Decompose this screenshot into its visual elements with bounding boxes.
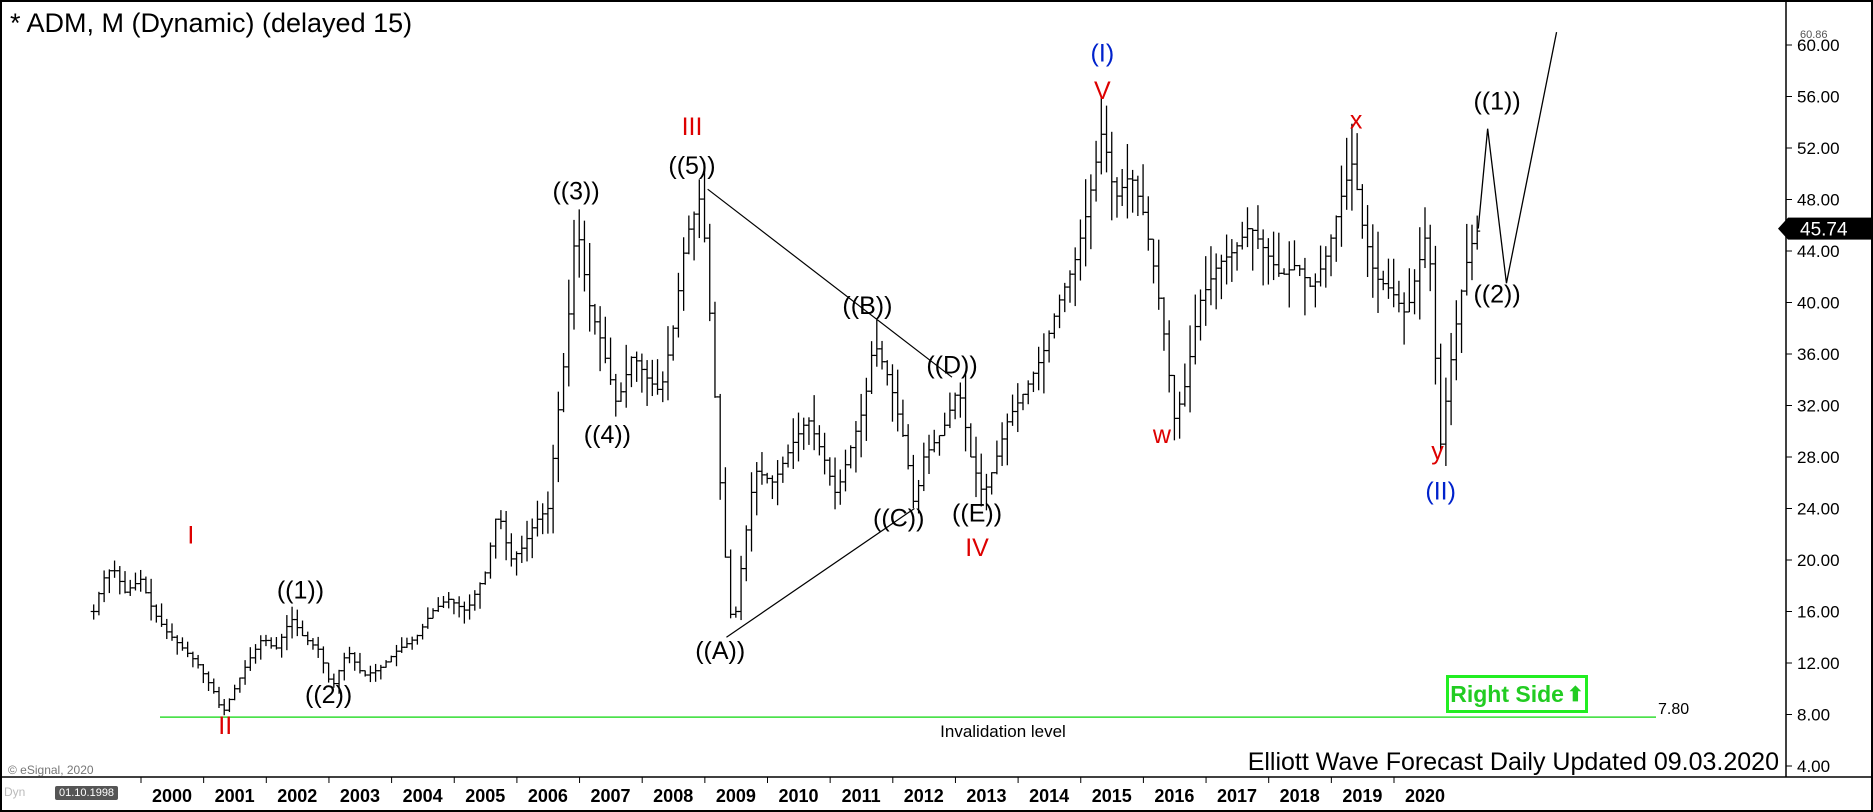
invalidation-text: Invalidation level xyxy=(940,722,1066,741)
forecast-footer: Elliott Wave Forecast Daily Updated 09.0… xyxy=(1247,748,1779,776)
y-tick-label: 48.00 xyxy=(1797,191,1840,210)
wave-label: ((2)) xyxy=(1473,281,1520,309)
wave-lines xyxy=(707,188,953,638)
y-tick-label: 8.00 xyxy=(1797,706,1830,725)
up-arrow-icon: ⬆ xyxy=(1566,683,1584,706)
x-tick-label: 2008 xyxy=(653,786,693,806)
wave-label: ((B)) xyxy=(842,292,892,320)
y-tick-label: 36.00 xyxy=(1797,345,1840,364)
wave-label: (II) xyxy=(1425,477,1456,505)
x-tick-label: 2018 xyxy=(1280,786,1320,806)
wave-connector-line xyxy=(707,188,953,378)
wave-labels: III((1))((2))((3))((4))III((5))((A))((B)… xyxy=(187,40,1520,740)
x-tick-label: 2009 xyxy=(716,786,756,806)
y-tick-label: 12.00 xyxy=(1797,654,1840,673)
current-price-label: 45.74 xyxy=(1800,220,1848,241)
y-tick-label: 32.00 xyxy=(1797,397,1840,416)
x-tick-label: 2016 xyxy=(1154,786,1194,806)
wave-label: ((4)) xyxy=(584,421,631,449)
wave-label: I xyxy=(187,521,194,549)
chart-title: * ADM, M (Dynamic) (delayed 15) xyxy=(10,8,413,38)
top-price-label: 60.86 xyxy=(1800,29,1828,41)
wave-label: ((E)) xyxy=(952,499,1002,527)
wave-label: (I) xyxy=(1091,40,1115,68)
x-tick-label: 2002 xyxy=(277,786,317,806)
wave-connector-line xyxy=(726,508,915,638)
x-tick-label: 2013 xyxy=(966,786,1006,806)
wave-label: ((2)) xyxy=(305,681,352,709)
x-tick-label: 2006 xyxy=(528,786,568,806)
x-tick-label: 2014 xyxy=(1029,786,1069,806)
y-tick-label: 60.00 xyxy=(1797,36,1840,55)
y-tick-label: 52.00 xyxy=(1797,139,1840,158)
x-tick-label: 2001 xyxy=(215,786,255,806)
y-tick-label: 56.00 xyxy=(1797,88,1840,107)
badge-label: Right Side xyxy=(1450,680,1564,707)
x-tick-label: 2005 xyxy=(465,786,505,806)
wave-label: ((A)) xyxy=(695,637,745,665)
y-tick-label: 24.00 xyxy=(1797,500,1840,519)
right-side-badge[interactable]: Right Side ⬆ xyxy=(1446,675,1588,713)
x-tick-label: 2004 xyxy=(403,786,443,806)
x-tick-label: 2015 xyxy=(1092,786,1132,806)
wave-label: II xyxy=(218,712,232,740)
dynamic-label: Dyn xyxy=(4,785,26,799)
x-tick-label: 2000 xyxy=(152,786,192,806)
y-tick-label: 20.00 xyxy=(1797,551,1840,570)
wave-label: ((C)) xyxy=(873,505,924,533)
wave-label: ((1)) xyxy=(1473,87,1520,115)
x-tick-label: 2017 xyxy=(1217,786,1257,806)
x-tick-label: 2012 xyxy=(904,786,944,806)
invalidation-line-group: 7.80 Invalidation level xyxy=(160,701,1689,741)
projection-path xyxy=(1477,31,1558,284)
wave-label: ((3)) xyxy=(552,178,599,206)
x-tick-label: 2007 xyxy=(591,786,631,806)
wave-label: V xyxy=(1094,77,1111,105)
price-bars xyxy=(90,96,1481,716)
current-price-tag xyxy=(1788,217,1872,240)
x-tick-label: 2003 xyxy=(340,786,380,806)
y-tick-label: 44.00 xyxy=(1797,242,1840,261)
wave-label: III xyxy=(682,113,703,141)
wave-label: w xyxy=(1152,421,1172,449)
wave-label: y xyxy=(1431,438,1444,466)
x-tick-label: 2010 xyxy=(778,786,818,806)
cursor-date-box: 01.10.1998 xyxy=(55,786,119,800)
projection-line xyxy=(1477,31,1558,284)
current-price-pointer xyxy=(1778,217,1788,240)
y-tick-label: 4.00 xyxy=(1797,757,1830,776)
y-tick-label: 40.00 xyxy=(1797,294,1840,313)
copyright-text: © eSignal, 2020 xyxy=(8,763,94,777)
wave-label: ((5)) xyxy=(668,152,715,180)
y-tick-label: 16.00 xyxy=(1797,603,1840,622)
wave-label: ((D)) xyxy=(926,351,977,379)
x-tick-label: 2020 xyxy=(1405,786,1445,806)
invalidation-value-label: 7.80 xyxy=(1658,701,1689,718)
x-tick-label: 2019 xyxy=(1342,786,1382,806)
x-tick-label: 2011 xyxy=(842,786,881,806)
wave-label: x xyxy=(1350,107,1363,135)
y-axis: 4.00 8.00 12.00 16.00 20.00 24.00 28.00 32.00 36… xyxy=(1778,29,1872,776)
wave-label: IV xyxy=(965,534,989,562)
wave-label: ((1)) xyxy=(277,577,324,605)
y-tick-label: 28.00 xyxy=(1797,448,1840,467)
x-axis: 2000 2001 2002 2003 2004 2005 2006 2007 2008 2009… xyxy=(140,777,1445,806)
